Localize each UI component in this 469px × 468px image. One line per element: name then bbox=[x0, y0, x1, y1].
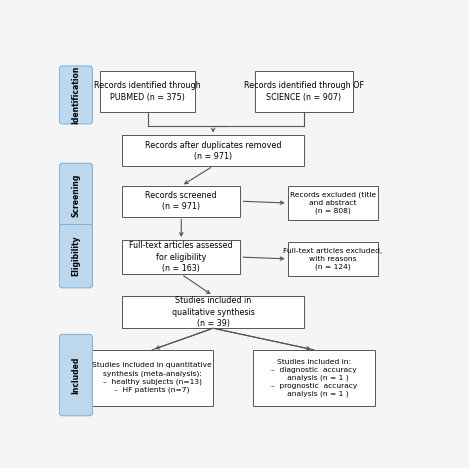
FancyBboxPatch shape bbox=[255, 71, 353, 112]
FancyBboxPatch shape bbox=[122, 296, 304, 328]
Text: Full-text articles excluded,
with reasons
(n = 124): Full-text articles excluded, with reason… bbox=[283, 248, 383, 270]
Text: Identification: Identification bbox=[71, 66, 80, 124]
Text: Records screened
(n = 971): Records screened (n = 971) bbox=[145, 191, 217, 212]
FancyBboxPatch shape bbox=[91, 350, 213, 406]
Text: Full-text articles assessed
for eligibility
(n = 163): Full-text articles assessed for eligibil… bbox=[129, 241, 233, 273]
Text: Records identified through OF
SCIENCE (n = 907): Records identified through OF SCIENCE (n… bbox=[244, 81, 364, 102]
FancyBboxPatch shape bbox=[287, 186, 378, 220]
Text: Studies included in:
–  diagnostic  accuracy
   analysis (n = 1 )
–  prognostic : Studies included in: – diagnostic accura… bbox=[271, 359, 357, 397]
Text: Studies included in
qualitative synthesis
(n = 39): Studies included in qualitative synthesi… bbox=[172, 296, 255, 328]
FancyBboxPatch shape bbox=[60, 163, 92, 227]
Text: Screening: Screening bbox=[71, 173, 80, 217]
FancyBboxPatch shape bbox=[100, 71, 195, 112]
Text: Records identified through
PUBMED (n = 375): Records identified through PUBMED (n = 3… bbox=[94, 81, 201, 102]
FancyBboxPatch shape bbox=[60, 334, 92, 416]
FancyBboxPatch shape bbox=[253, 350, 375, 406]
FancyBboxPatch shape bbox=[122, 186, 240, 217]
Text: Eligibility: Eligibility bbox=[71, 236, 80, 277]
FancyBboxPatch shape bbox=[122, 240, 240, 274]
FancyBboxPatch shape bbox=[60, 225, 92, 288]
Text: Records excluded (title
and abstract
(n = 808): Records excluded (title and abstract (n … bbox=[290, 192, 376, 214]
Text: Records after duplicates removed
(n = 971): Records after duplicates removed (n = 97… bbox=[145, 140, 281, 161]
FancyBboxPatch shape bbox=[60, 66, 92, 124]
FancyBboxPatch shape bbox=[287, 242, 378, 276]
Text: Studies included in quantitative
synthesis (meta-analysis):
–  healthy subjects : Studies included in quantitative synthes… bbox=[92, 362, 212, 393]
Text: Included: Included bbox=[71, 357, 80, 394]
FancyBboxPatch shape bbox=[122, 135, 304, 166]
